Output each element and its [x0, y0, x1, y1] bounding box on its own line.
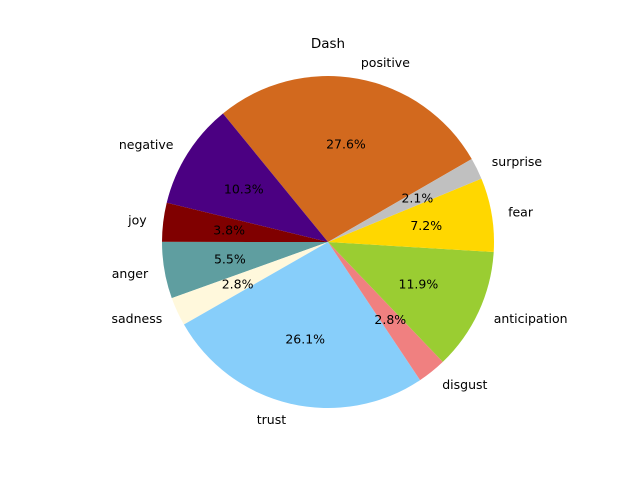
percent-label-anticipation: 11.9% — [399, 276, 439, 291]
pie-slice-anger — [161, 241, 328, 299]
slice-label-joy: joy — [127, 213, 147, 228]
pie-slice-positive — [222, 75, 472, 242]
slice-label-anger: anger — [112, 266, 149, 281]
percent-label-positive: 27.6% — [326, 137, 366, 152]
slice-label-anticipation: anticipation — [494, 311, 568, 326]
pie-slices — [161, 75, 494, 408]
percent-label-disgust: 2.8% — [374, 312, 406, 327]
pie-slice-fear — [328, 178, 494, 252]
slice-label-disgust: disgust — [442, 377, 487, 392]
slice-label-fear: fear — [508, 204, 534, 219]
percent-label-surprise: 2.1% — [401, 190, 433, 205]
percent-label-fear: 7.2% — [410, 218, 442, 233]
pie-slice-negative — [166, 113, 328, 242]
percent-label-negative: 10.3% — [224, 181, 264, 196]
chart-title: Dash — [311, 36, 345, 52]
slice-label-positive: positive — [361, 55, 410, 70]
percent-label-anger: 5.5% — [214, 252, 246, 267]
slice-label-surprise: surprise — [492, 154, 543, 169]
slice-label-trust: trust — [257, 412, 286, 427]
slice-label-negative: negative — [119, 137, 174, 152]
pie-slice-surprise — [328, 159, 482, 242]
percent-labels: 27.6% 10.3% 3.8% 5.5% 2.8% 26.1% 2.8% 11.9% 7.2%… — [213, 137, 442, 347]
pie-slice-anticipation — [328, 242, 494, 362]
pie-slice-disgust — [328, 242, 443, 381]
category-labels: positive negative joy anger sadness trust disg… — [111, 55, 567, 427]
percent-label-joy: 3.8% — [213, 223, 245, 238]
pie-slice-trust — [183, 242, 421, 408]
percent-label-sadness: 2.8% — [222, 276, 254, 291]
pie-slice-joy — [162, 202, 328, 242]
percent-label-trust: 26.1% — [285, 331, 325, 346]
slice-label-sadness: sadness — [111, 311, 162, 326]
pie-slice-sadness — [171, 242, 328, 325]
